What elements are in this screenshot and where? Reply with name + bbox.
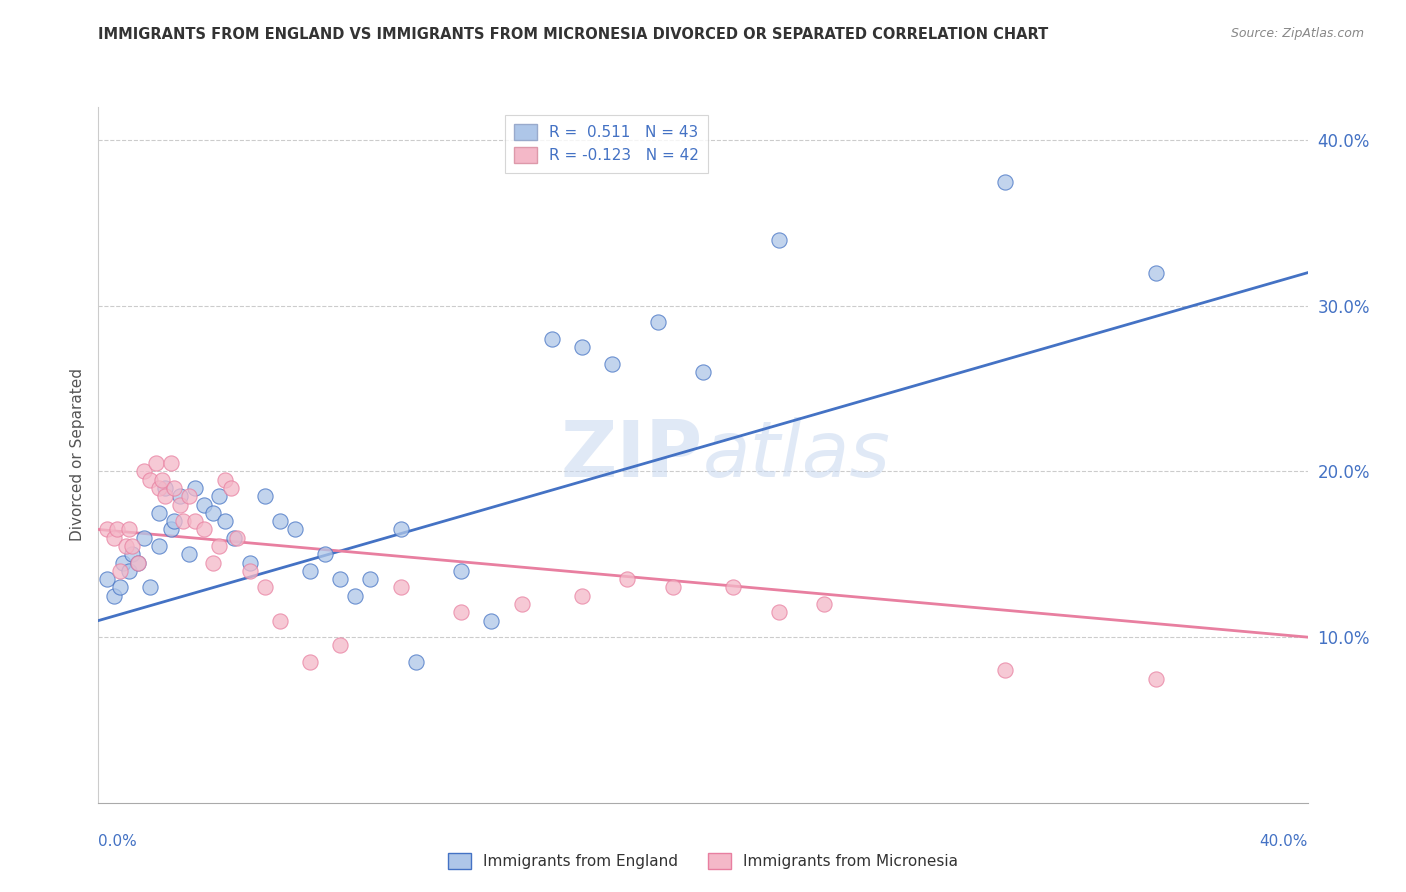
Point [768, 605, 790, 619]
Point [329, 639, 352, 653]
Point [139, 473, 162, 487]
Legend: R =  0.511   N = 43, R = -0.123   N = 42: R = 0.511 N = 43, R = -0.123 N = 42 [505, 115, 709, 173]
Point [163, 481, 186, 495]
Text: 40.0%: 40.0% [1260, 834, 1308, 849]
Point [1144, 266, 1167, 280]
Point [692, 365, 714, 379]
Point [994, 175, 1017, 189]
Point [121, 547, 143, 561]
Point [239, 556, 262, 570]
Point [602, 357, 624, 371]
Point [179, 489, 201, 503]
Point [148, 539, 170, 553]
Point [314, 547, 336, 561]
Point [111, 556, 134, 570]
Point [184, 481, 207, 495]
Point [571, 589, 593, 603]
Point [214, 473, 236, 487]
Text: atlas: atlas [703, 417, 891, 493]
Point [813, 597, 835, 611]
Point [179, 547, 201, 561]
Text: IMMIGRANTS FROM ENGLAND VS IMMIGRANTS FROM MICRONESIA DIVORCED OR SEPARATED CORR: IMMIGRANTS FROM ENGLAND VS IMMIGRANTS FR… [98, 27, 1049, 42]
Point [284, 523, 307, 537]
Point [768, 233, 790, 247]
Point [108, 581, 131, 595]
Point [103, 589, 125, 603]
Point [202, 556, 225, 570]
Point [616, 572, 638, 586]
Point [145, 456, 167, 470]
Point [994, 663, 1017, 677]
Point [1144, 672, 1167, 686]
Point [389, 581, 412, 595]
Point [299, 655, 322, 669]
Point [103, 531, 125, 545]
Point [202, 506, 225, 520]
Point [172, 514, 194, 528]
Point [121, 539, 143, 553]
Point [169, 489, 191, 503]
Point [148, 506, 170, 520]
Point [540, 332, 562, 346]
Text: 0.0%: 0.0% [98, 834, 138, 849]
Point [208, 489, 231, 503]
Point [647, 315, 669, 329]
Point [208, 539, 231, 553]
Point [118, 564, 141, 578]
Point [96, 523, 118, 537]
Point [450, 605, 472, 619]
Point [253, 581, 276, 595]
Point [160, 523, 183, 537]
Point [481, 614, 503, 628]
Point [169, 498, 191, 512]
Point [118, 523, 141, 537]
Point [360, 572, 382, 586]
Text: Source: ZipAtlas.com: Source: ZipAtlas.com [1230, 27, 1364, 40]
Point [184, 514, 207, 528]
Point [105, 523, 128, 537]
Point [139, 581, 162, 595]
Point [160, 456, 183, 470]
Point [239, 564, 262, 578]
Point [221, 481, 243, 495]
Point [226, 531, 249, 545]
Legend: Immigrants from England, Immigrants from Micronesia: Immigrants from England, Immigrants from… [441, 847, 965, 875]
Point [150, 473, 173, 487]
Point [269, 514, 291, 528]
Point [153, 489, 176, 503]
Point [132, 465, 155, 479]
Text: ZIP: ZIP [561, 417, 703, 493]
Point [450, 564, 472, 578]
Point [96, 572, 118, 586]
Point [114, 539, 136, 553]
Point [163, 514, 186, 528]
Point [269, 614, 291, 628]
Point [253, 489, 276, 503]
Point [127, 556, 149, 570]
Point [153, 481, 176, 495]
Point [510, 597, 533, 611]
Point [299, 564, 322, 578]
Point [214, 514, 236, 528]
Point [148, 481, 170, 495]
Point [108, 564, 131, 578]
Point [389, 523, 412, 537]
Point [344, 589, 367, 603]
Point [132, 531, 155, 545]
Point [127, 556, 149, 570]
Point [723, 581, 745, 595]
Point [405, 655, 427, 669]
Point [224, 531, 246, 545]
Point [193, 498, 215, 512]
Point [193, 523, 215, 537]
Point [329, 572, 352, 586]
Y-axis label: Divorced or Separated: Divorced or Separated [69, 368, 84, 541]
Point [661, 581, 683, 595]
Point [571, 340, 593, 354]
